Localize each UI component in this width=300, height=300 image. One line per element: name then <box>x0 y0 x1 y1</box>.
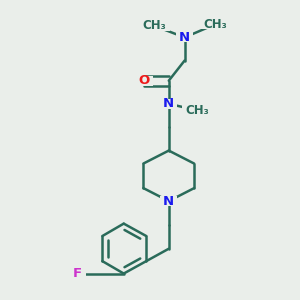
Bar <box>176 32 193 43</box>
Bar <box>68 268 86 279</box>
Text: CH₃: CH₃ <box>203 18 227 31</box>
Text: N: N <box>179 31 190 44</box>
Bar <box>182 105 214 116</box>
Text: F: F <box>72 267 82 280</box>
Bar <box>199 20 231 29</box>
Text: N: N <box>163 195 174 208</box>
Text: O: O <box>139 74 150 87</box>
Bar <box>160 196 177 206</box>
Bar <box>139 21 170 31</box>
Text: N: N <box>163 97 174 110</box>
Text: CH₃: CH₃ <box>186 104 209 117</box>
Bar <box>160 99 177 109</box>
Bar <box>136 76 153 86</box>
Text: CH₃: CH₃ <box>142 20 166 32</box>
